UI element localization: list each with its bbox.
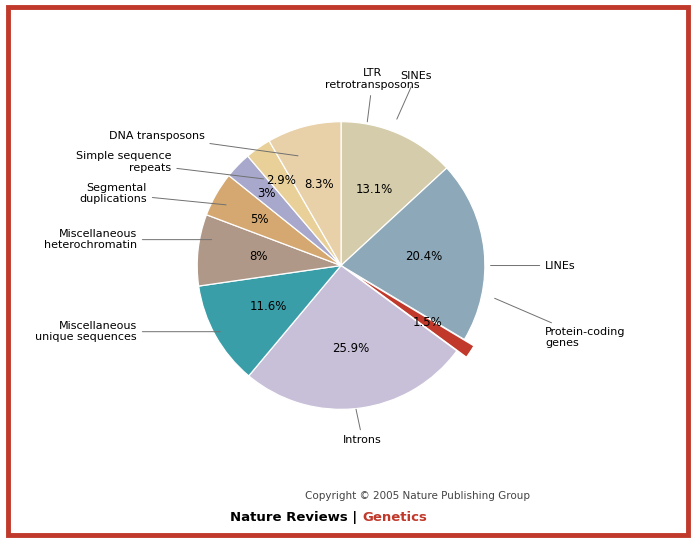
Wedge shape bbox=[341, 168, 485, 339]
Text: Simple sequence
repeats: Simple sequence repeats bbox=[76, 151, 264, 179]
Text: 8%: 8% bbox=[249, 250, 267, 263]
Wedge shape bbox=[229, 156, 341, 266]
Text: 2.9%: 2.9% bbox=[267, 175, 296, 188]
Text: 8.3%: 8.3% bbox=[305, 178, 334, 191]
Wedge shape bbox=[197, 215, 341, 286]
Text: Segmental
duplications: Segmental duplications bbox=[79, 183, 226, 205]
Wedge shape bbox=[341, 122, 447, 266]
Text: Nature Reviews |: Nature Reviews | bbox=[230, 511, 362, 524]
Text: Miscellaneous
heterochromatin: Miscellaneous heterochromatin bbox=[44, 229, 212, 250]
Text: 13.1%: 13.1% bbox=[356, 183, 393, 196]
Text: Introns: Introns bbox=[343, 409, 382, 446]
Text: 1.5%: 1.5% bbox=[412, 317, 442, 330]
Text: SINEs: SINEs bbox=[397, 72, 432, 119]
Text: 11.6%: 11.6% bbox=[249, 300, 287, 313]
Wedge shape bbox=[248, 141, 341, 266]
Text: 5%: 5% bbox=[251, 212, 269, 225]
Wedge shape bbox=[269, 122, 341, 266]
Text: LTR
retrotransposons: LTR retrotransposons bbox=[325, 68, 420, 122]
Wedge shape bbox=[198, 266, 341, 376]
Text: 3%: 3% bbox=[258, 187, 276, 200]
Wedge shape bbox=[207, 176, 341, 266]
Text: LINEs: LINEs bbox=[491, 261, 576, 270]
Text: DNA transposons: DNA transposons bbox=[109, 131, 298, 156]
Wedge shape bbox=[351, 272, 474, 357]
Text: Miscellaneous
unique sequences: Miscellaneous unique sequences bbox=[35, 321, 221, 343]
Text: 25.9%: 25.9% bbox=[333, 342, 370, 355]
Text: Copyright © 2005 Nature Publishing Group: Copyright © 2005 Nature Publishing Group bbox=[305, 491, 530, 501]
Wedge shape bbox=[248, 266, 457, 409]
Text: Genetics: Genetics bbox=[362, 511, 427, 524]
Text: Protein-coding
genes: Protein-coding genes bbox=[495, 298, 626, 349]
Text: 20.4%: 20.4% bbox=[405, 250, 443, 263]
